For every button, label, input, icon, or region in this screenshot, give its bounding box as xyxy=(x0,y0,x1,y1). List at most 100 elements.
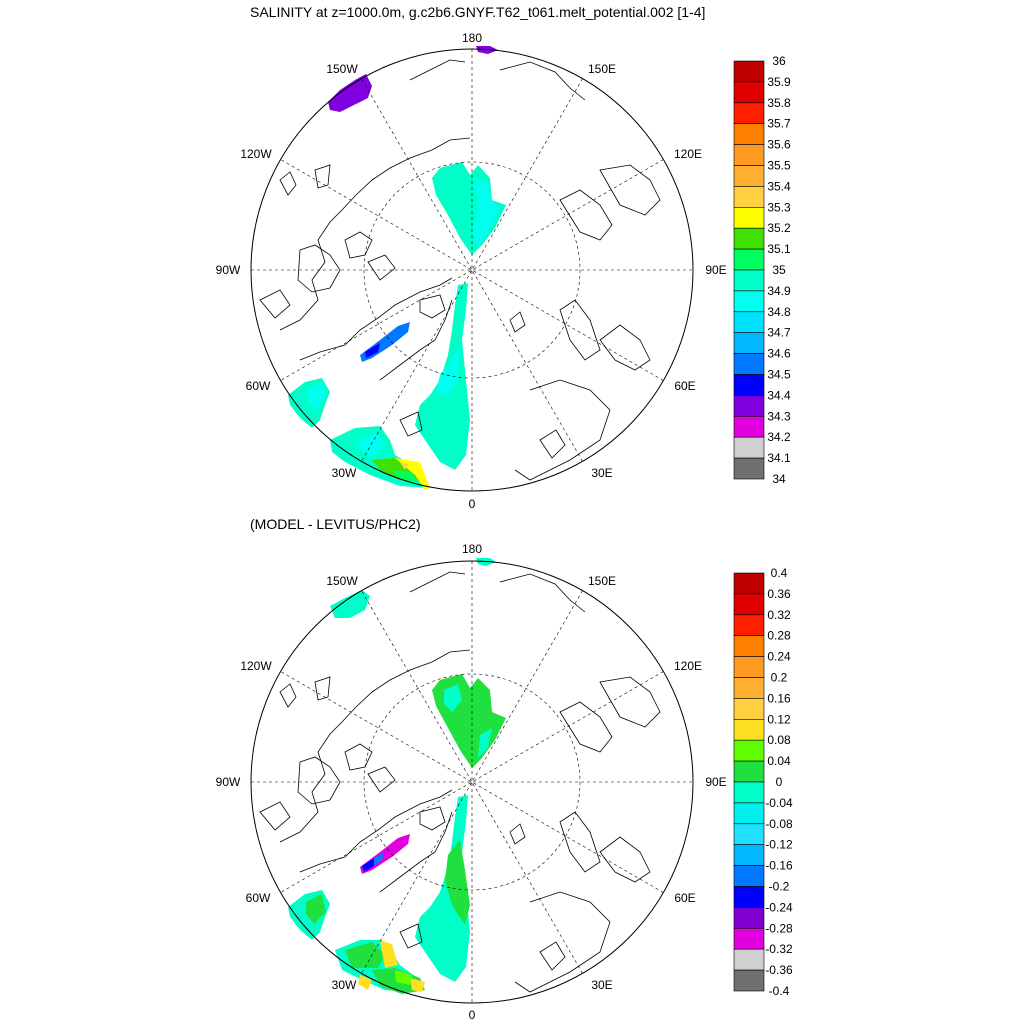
bottom-colorbar-label: 0.4 xyxy=(771,566,788,580)
top-colorbar-swatch xyxy=(733,374,765,396)
top-colorbar-swatch xyxy=(733,81,765,104)
top-colorbar-label: 35.9 xyxy=(767,75,791,89)
bottom-colorbar-swatch xyxy=(733,593,765,616)
bottom-colorbar-swatch xyxy=(733,718,765,741)
bottom-map-boundary xyxy=(250,560,694,1004)
top-colorbar-swatch xyxy=(733,436,765,459)
top-colorbar-swatch xyxy=(733,269,765,292)
bottom-lon-label-30e: 30E xyxy=(591,978,612,992)
bottom-lon-label-150e: 150E xyxy=(588,574,616,588)
top-lon-label-0: 0 xyxy=(469,497,476,511)
top-colorbar-swatch xyxy=(733,353,765,375)
top-lon-label-60e: 60E xyxy=(674,379,695,393)
bottom-colorbar-label: -0.08 xyxy=(765,817,793,831)
bottom-colorbar-swatch xyxy=(733,677,765,699)
top-colorbar-label: 34.9 xyxy=(767,284,791,298)
top-colorbar-swatch xyxy=(733,227,765,250)
bottom-plot-title: (MODEL - LEVITUS/PHC2) xyxy=(250,516,421,532)
top-colorbar-swatch xyxy=(733,332,765,354)
bottom-colorbar-label: -0.32 xyxy=(765,942,793,956)
bottom-colorbar-label: -0.12 xyxy=(765,838,793,852)
bottom-colorbar-swatch xyxy=(733,948,765,971)
bottom-lon-label-0: 0 xyxy=(469,1008,476,1022)
top-lon-label-90w: 90W xyxy=(216,263,241,277)
bottom-colorbar-label: 0.24 xyxy=(767,650,791,664)
bottom-colorbar-label: 0 xyxy=(776,775,783,789)
top-colorbar-label: 35.6 xyxy=(767,138,791,152)
bottom-colorbar-swatch xyxy=(733,886,765,908)
top-lon-label-150w: 150W xyxy=(326,62,358,76)
bottom-colorbar-label: -0.16 xyxy=(765,859,793,873)
top-colorbar-swatch xyxy=(733,60,765,83)
top-lon-label-180: 180 xyxy=(462,31,482,45)
top-colorbar-label: 34.1 xyxy=(767,451,791,465)
bottom-graticule xyxy=(251,561,693,1003)
bottom-colorbar-swatch xyxy=(733,823,765,845)
top-colorbar-swatch xyxy=(733,102,765,125)
bottom-colorbar-label: -0.4 xyxy=(769,984,790,998)
bottom-coastlines xyxy=(259,571,661,993)
top-colorbar: 36 35.9 35.8 35.7 35.6 35.5 35.4 35.3 35.2 35.1 35… xyxy=(733,54,791,486)
bottom-colorbar-swatch xyxy=(733,927,765,950)
top-colorbar-swatch xyxy=(733,144,765,166)
bottom-colorbar-swatch xyxy=(733,969,765,992)
top-colorbar-swatch xyxy=(733,248,765,271)
bottom-colorbar-label: 0.28 xyxy=(767,629,791,643)
top-colorbar-swatch xyxy=(733,186,765,208)
top-lon-label-150e: 150E xyxy=(588,62,616,76)
bottom-colorbar-swatch xyxy=(733,572,765,595)
bottom-lon-label-150w: 150W xyxy=(326,574,358,588)
bottom-lon-label-60w: 60W xyxy=(246,891,271,905)
bottom-colorbar-label: 0.16 xyxy=(767,691,791,705)
bottom-colorbar-swatch xyxy=(733,844,765,866)
bottom-colorbar-swatch xyxy=(733,739,765,762)
bottom-lon-label-60e: 60E xyxy=(674,891,695,905)
top-longitude-labels: 180 150E 120E 90E 60E 30E 0 30W 60W 90W … xyxy=(216,31,727,511)
bottom-colorbar-label: -0.04 xyxy=(765,796,793,810)
bottom-longitude-labels: 180 150E 120E 90E 60E 30E 0 30W 60W 90W … xyxy=(216,542,727,1022)
bottom-filled-regions xyxy=(288,558,506,994)
top-colorbar-swatch xyxy=(733,415,765,438)
bottom-lon-label-30w: 30W xyxy=(332,978,357,992)
top-colorbar-swatch xyxy=(733,165,765,187)
bottom-colorbar-swatch xyxy=(733,802,765,825)
top-colorbar-label: 35.1 xyxy=(767,242,791,256)
bottom-colorbar-label: 0.04 xyxy=(767,754,791,768)
top-colorbar-swatch xyxy=(733,207,765,229)
top-colorbar-label: 35.5 xyxy=(767,159,791,173)
top-colorbar-label: 35 xyxy=(772,263,786,277)
bottom-colorbar-label: 0.32 xyxy=(767,608,791,622)
bottom-colorbar-swatch xyxy=(733,635,765,657)
top-colorbar-label: 34.3 xyxy=(767,409,791,423)
top-colorbar-label: 34.2 xyxy=(767,430,791,444)
bottom-colorbar-swatch xyxy=(733,781,765,804)
top-colorbar-label: 34.6 xyxy=(767,347,791,361)
bottom-colorbar-swatch xyxy=(733,865,765,887)
bottom-lon-label-180: 180 xyxy=(462,542,482,556)
top-coastlines xyxy=(259,59,661,481)
top-colorbar-label: 34.4 xyxy=(767,388,791,402)
bottom-colorbar-label: 0.2 xyxy=(771,671,788,685)
bottom-colorbar-label: 0.12 xyxy=(767,712,791,726)
top-lon-label-120e: 120E xyxy=(674,147,702,161)
top-map-boundary xyxy=(250,48,694,492)
top-colorbar-swatch xyxy=(733,395,765,417)
bottom-colorbar-swatch xyxy=(733,698,765,720)
bottom-colorbar-swatch xyxy=(733,614,765,636)
top-lon-label-90e: 90E xyxy=(705,263,726,277)
bottom-lon-label-120e: 120E xyxy=(674,659,702,673)
bottom-colorbar-label: -0.36 xyxy=(765,963,793,977)
bottom-polar-map: 180 150E 120E 90E 60E 30E 0 30W 60W 90W … xyxy=(216,542,793,1022)
bottom-lon-label-90e: 90E xyxy=(705,775,726,789)
top-colorbar-label: 34.7 xyxy=(767,326,791,340)
top-colorbar-label: 36 xyxy=(772,54,786,68)
bottom-colorbar-label: -0.24 xyxy=(765,900,793,914)
top-lon-label-60w: 60W xyxy=(246,379,271,393)
top-colorbar-label: 35.4 xyxy=(767,179,791,193)
bottom-colorbar-label: 0.36 xyxy=(767,587,791,601)
bottom-colorbar-swatch xyxy=(733,760,765,783)
top-lon-label-30w: 30W xyxy=(332,466,357,480)
top-plot-title: SALINITY at z=1000.0m, g.c2b6.GNYF.T62_t… xyxy=(250,4,706,20)
bottom-lon-label-120w: 120W xyxy=(240,659,272,673)
